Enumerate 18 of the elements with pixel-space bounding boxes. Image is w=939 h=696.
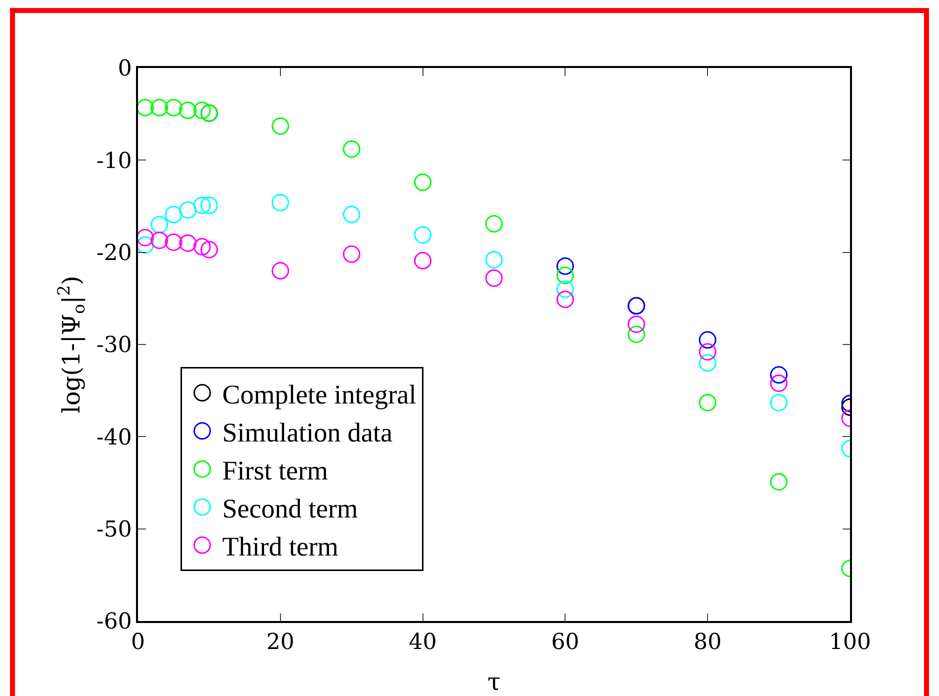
y-tick-label: -20 [96, 241, 132, 266]
x-tick-label: 80 [694, 630, 722, 656]
x-tick-label: 20 [266, 630, 294, 656]
legend-label: Third term [222, 532, 338, 562]
y-tick-label: -40 [96, 425, 132, 450]
x-tick-label: 100 [829, 630, 871, 656]
y-tick-label: -60 [96, 610, 132, 635]
x-axis-title: τ [487, 668, 501, 696]
y-tick-label: -30 [96, 333, 132, 358]
y-tick-label: -10 [96, 148, 132, 174]
legend-label: Second term [222, 494, 358, 524]
x-tick-label: 40 [408, 630, 437, 656]
y-tick-label: -50 [96, 518, 132, 543]
legend-label: Simulation data [222, 417, 392, 448]
legend-label: Complete integral [222, 379, 416, 410]
x-tick-label: 60 [551, 630, 580, 656]
y-tick-label: 0 [118, 56, 132, 82]
legend-label: First term [222, 456, 328, 486]
